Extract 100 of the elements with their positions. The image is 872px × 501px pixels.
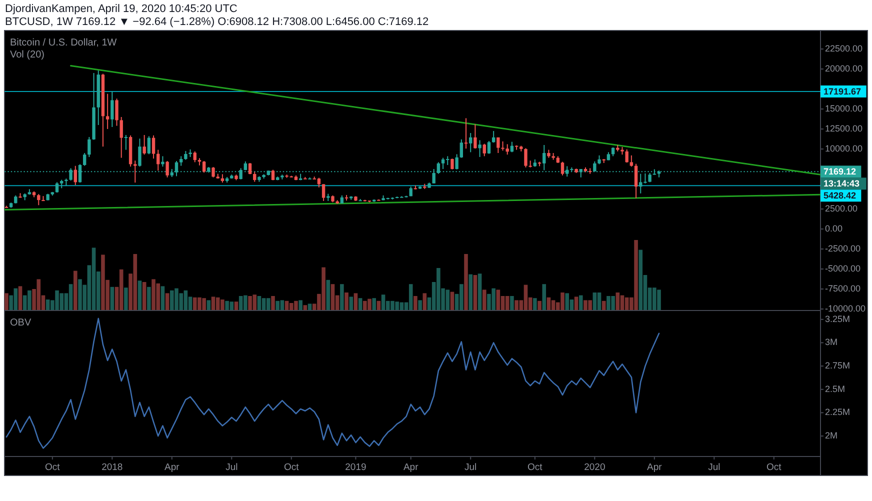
text: 13:14:43 <box>824 178 860 189</box>
bar <box>298 300 302 310</box>
bar <box>142 282 146 310</box>
y-tick-label: 22500.00 <box>825 43 863 54</box>
bar <box>138 280 142 310</box>
candlestick <box>630 154 634 168</box>
bar <box>602 300 606 310</box>
candlestick <box>634 163 638 199</box>
x-tick-label: Oct <box>528 462 543 474</box>
bar <box>597 292 602 310</box>
bar <box>418 300 422 310</box>
ref-line-label: 17191.67 <box>824 86 862 96</box>
candlestick <box>253 171 256 182</box>
y-tick-label: -10000.00 <box>825 303 866 314</box>
x-tick-label: 2019 <box>345 462 366 474</box>
candlestick <box>625 148 628 164</box>
candlestick <box>147 136 151 155</box>
x-tick-label: Apr <box>164 462 180 474</box>
y-tick-label: 2.5M <box>825 384 846 394</box>
candlestick <box>156 149 160 172</box>
bar <box>473 275 478 310</box>
bar <box>349 296 354 310</box>
bar <box>330 284 335 310</box>
bar <box>340 284 344 310</box>
bar <box>372 298 376 310</box>
y-tick-label: 0.00 <box>825 223 843 234</box>
candlestick <box>166 160 169 178</box>
bar <box>414 296 418 310</box>
y-tick-label: -2500.00 <box>825 243 861 254</box>
text: DjordivanKampen, April 19, 2020 10:45:20 UTC <box>5 2 238 15</box>
candlestick <box>450 158 454 170</box>
bar <box>110 286 114 310</box>
bar <box>303 305 308 310</box>
candlestick <box>82 152 86 166</box>
bar <box>533 298 537 310</box>
bar <box>68 284 73 310</box>
bar <box>376 300 381 310</box>
bar <box>538 300 542 310</box>
x-tick-label: 2018 <box>102 462 123 474</box>
candlestick <box>441 157 445 170</box>
x-tick-label: Jul <box>708 462 720 474</box>
bar <box>271 296 275 310</box>
x-tick-label: Oct <box>284 462 300 474</box>
bar <box>574 296 578 310</box>
x-tick-label: Apr <box>647 462 662 474</box>
x-tick-label: Jul <box>464 462 477 474</box>
candlestick <box>74 165 77 186</box>
bar <box>496 290 500 310</box>
candlestick <box>120 116 123 158</box>
x-tick-label: Oct <box>766 462 782 474</box>
candlestick <box>161 156 164 168</box>
y-tick-label: 10000.00 <box>825 143 863 154</box>
x-tick-label: Oct <box>45 462 60 474</box>
text: OBV <box>10 318 32 329</box>
y-tick-label: 2.25M <box>825 407 850 418</box>
candlestick <box>322 184 326 202</box>
candlestick <box>474 124 477 150</box>
bar <box>74 270 78 310</box>
bar <box>4 293 8 310</box>
bar <box>616 292 620 310</box>
bar <box>546 297 551 310</box>
candlestick <box>138 138 142 168</box>
bar <box>478 274 482 310</box>
candlestick <box>202 160 206 174</box>
candlestick <box>487 140 491 154</box>
candlestick <box>460 138 464 158</box>
bar <box>505 296 510 310</box>
x-tick-label: 2020 <box>584 462 606 474</box>
candlestick <box>317 177 321 188</box>
bar <box>308 304 312 310</box>
bar <box>510 296 514 310</box>
bar <box>450 292 454 310</box>
bar <box>358 298 362 310</box>
y-tick-label: 3M <box>825 337 838 348</box>
y-tick-label: 2M <box>825 430 838 440</box>
bar <box>344 292 348 310</box>
candlestick <box>478 140 482 158</box>
candlestick <box>64 178 68 186</box>
ref-line-label: 7169.12 <box>824 166 856 177</box>
candlestick <box>469 132 472 153</box>
bar <box>160 286 165 310</box>
x-tick-label: Jul <box>226 462 238 474</box>
bar <box>592 292 597 310</box>
candlestick <box>496 136 500 154</box>
bar <box>119 269 124 310</box>
candlestick <box>588 168 592 174</box>
candlestick <box>193 150 196 163</box>
y-tick-label: 15000.00 <box>825 103 863 114</box>
bar <box>206 300 211 310</box>
y-tick-label: 3.25M <box>825 314 850 324</box>
candlestick <box>55 182 59 194</box>
candlestick <box>464 118 468 150</box>
chart-title: Vol (20) <box>10 50 44 61</box>
bar <box>638 250 643 310</box>
candlestick <box>110 90 114 128</box>
y-tick-label: -5000.00 <box>825 263 861 274</box>
ref-line-label: 5428.42 <box>824 190 856 201</box>
bar <box>422 293 427 310</box>
bar <box>147 286 151 310</box>
y-tick-label: 2500.00 <box>825 203 858 214</box>
